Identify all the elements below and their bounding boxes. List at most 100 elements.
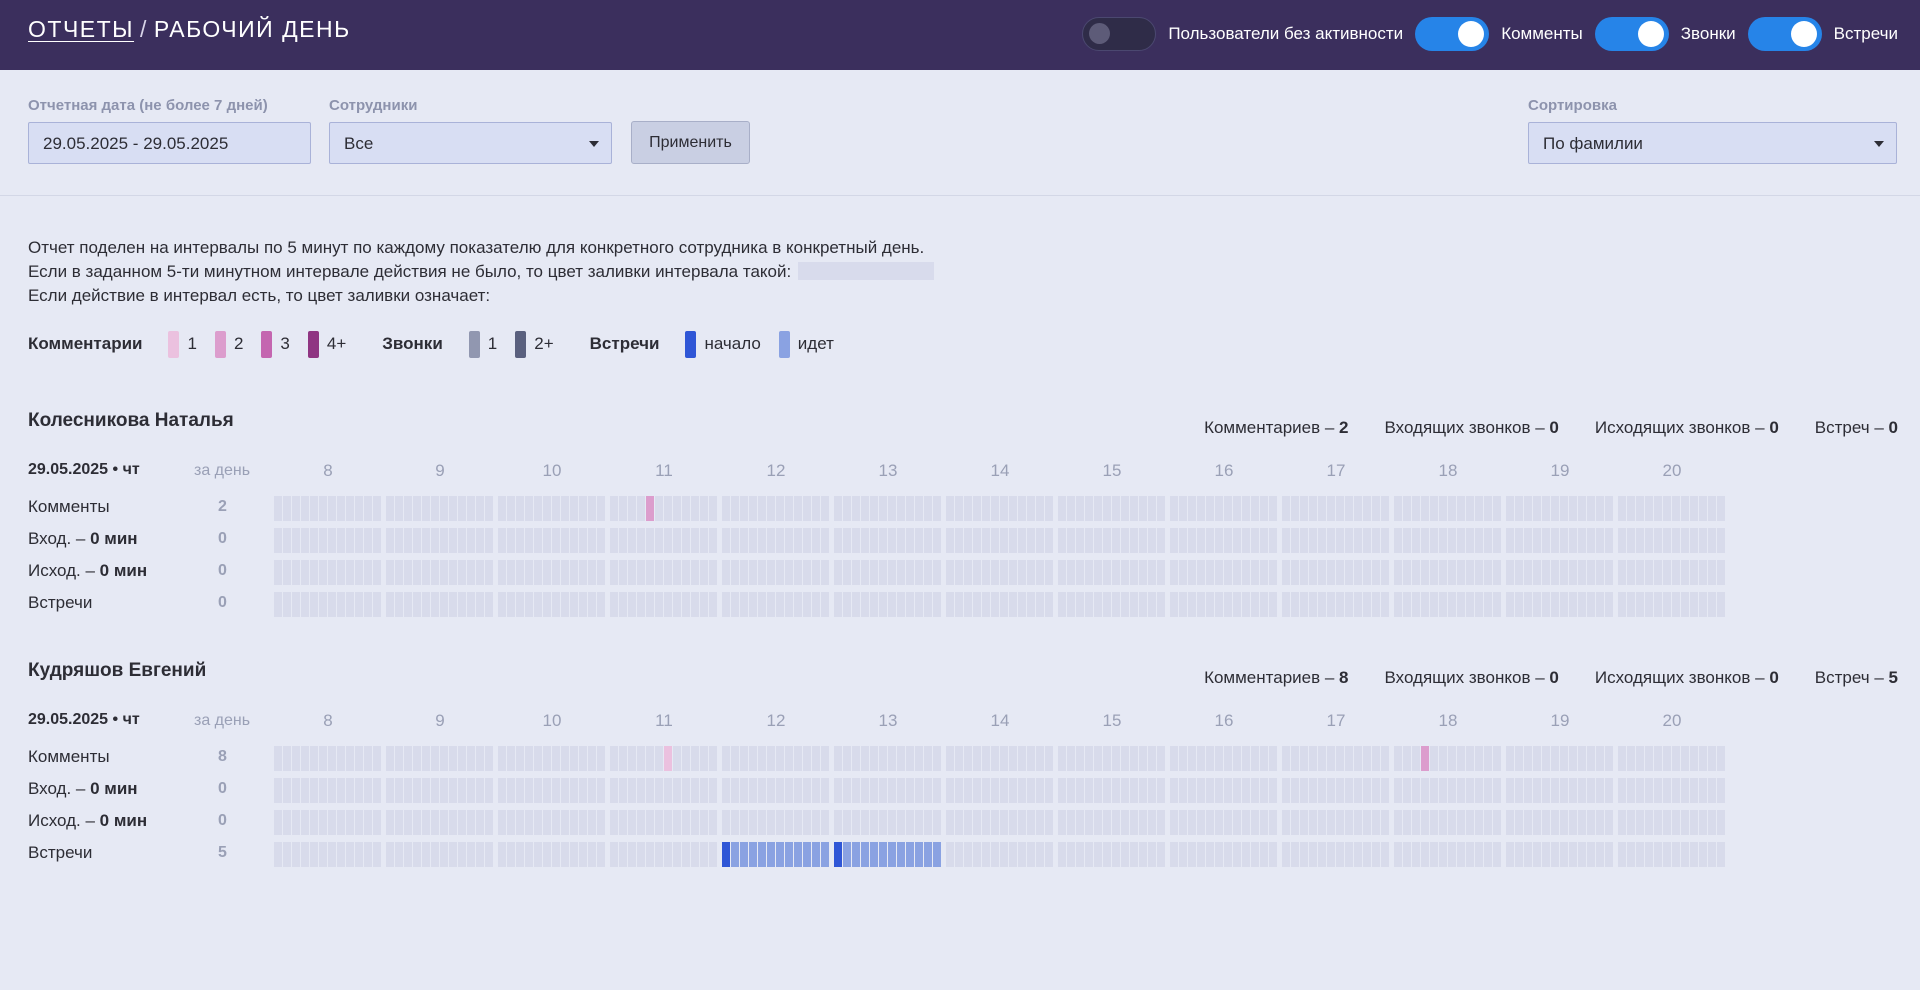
description-line-empty: Если в заданном 5-ти минутном интервале … xyxy=(28,260,934,284)
stat-item: Встреч – 0 xyxy=(1815,418,1898,438)
interval-cell xyxy=(395,778,403,803)
hour-group xyxy=(274,746,382,771)
interval-cell xyxy=(1690,778,1698,803)
interval-cell xyxy=(888,496,896,521)
interval-cell xyxy=(1233,528,1241,553)
toggle-switch[interactable] xyxy=(1747,17,1822,51)
toggle-switch[interactable] xyxy=(1594,17,1669,51)
apply-button[interactable]: Применить xyxy=(631,121,750,164)
interval-cell xyxy=(1421,778,1429,803)
stat-label: Встреч – xyxy=(1814,668,1884,687)
interval-cell xyxy=(946,746,954,771)
breadcrumb-reports-link[interactable]: ОТЧЕТЫ xyxy=(28,16,135,42)
interval-cell xyxy=(1067,746,1075,771)
interval-cell xyxy=(749,746,757,771)
interval-cell xyxy=(1381,496,1389,521)
interval-cell xyxy=(628,842,636,867)
interval-cell xyxy=(906,778,914,803)
interval-cell xyxy=(588,746,596,771)
interval-cell xyxy=(1009,560,1017,585)
interval-cell xyxy=(458,528,466,553)
interval-cell xyxy=(1381,560,1389,585)
toggle-switch[interactable] xyxy=(1082,17,1157,51)
toggle-label: Комменты xyxy=(1501,24,1583,43)
interval-cell xyxy=(843,496,851,521)
interval-cell xyxy=(579,592,587,617)
interval-cell xyxy=(1027,810,1035,835)
interval-cell xyxy=(664,560,672,585)
toggle-meetings[interactable]: Встречи xyxy=(1747,17,1898,51)
interval-cell xyxy=(467,810,475,835)
interval-cell xyxy=(1493,496,1501,521)
empty-interval-swatch xyxy=(797,262,934,280)
hour-group xyxy=(946,842,1054,867)
toggle-comments[interactable]: Комменты xyxy=(1415,17,1583,51)
interval-cell xyxy=(1215,592,1223,617)
interval-cell xyxy=(915,746,923,771)
interval-cell xyxy=(301,746,309,771)
hour-group xyxy=(1058,560,1166,585)
interval-cell xyxy=(1000,778,1008,803)
interval-cell xyxy=(1085,592,1093,617)
interval-cell xyxy=(722,810,730,835)
interval-cell xyxy=(740,810,748,835)
interval-cell xyxy=(364,810,372,835)
toggle-calls[interactable]: Звонки xyxy=(1594,17,1736,51)
interval-cell xyxy=(319,592,327,617)
toggle-inactive-users[interactable]: Пользователи без активности xyxy=(1082,17,1403,51)
interval-cell xyxy=(879,496,887,521)
interval-cell xyxy=(946,496,954,521)
interval-cell xyxy=(758,560,766,585)
interval-cell xyxy=(498,592,506,617)
interval-cell xyxy=(785,592,793,617)
stat-value: 8 xyxy=(1339,668,1349,687)
interval-cell xyxy=(1533,528,1541,553)
interval-cell xyxy=(794,778,802,803)
interval-cell xyxy=(1605,810,1613,835)
interval-cell xyxy=(346,560,354,585)
date-range-input[interactable]: 29.05.2025 - 29.05.2025 xyxy=(28,122,311,164)
interval-cell-active xyxy=(897,842,905,867)
interval-cell xyxy=(1188,810,1196,835)
interval-cell xyxy=(973,810,981,835)
interval-cell xyxy=(373,842,381,867)
interval-cell xyxy=(301,528,309,553)
interval-cell xyxy=(628,746,636,771)
interval-cell xyxy=(1251,496,1259,521)
interval-cell xyxy=(1542,842,1550,867)
interval-cell xyxy=(570,778,578,803)
interval-cell xyxy=(579,810,587,835)
interval-cell xyxy=(1139,842,1147,867)
sort-select[interactable]: По фамилии xyxy=(1528,122,1897,164)
interval-cell xyxy=(292,560,300,585)
toggle-switch[interactable] xyxy=(1415,17,1490,51)
hour-group xyxy=(274,842,382,867)
chevron-down-icon xyxy=(1874,141,1884,147)
row-label: Комменты xyxy=(28,497,110,516)
interval-cell xyxy=(1448,496,1456,521)
interval-cell xyxy=(1157,592,1165,617)
toggle-group: Пользователи без активности Комменты Зво… xyxy=(1070,17,1898,51)
interval-cell xyxy=(346,810,354,835)
hour-group xyxy=(498,528,606,553)
interval-cell xyxy=(628,560,636,585)
interval-cell xyxy=(319,528,327,553)
legend-item: идет xyxy=(778,330,834,358)
interval-cell xyxy=(1018,560,1026,585)
interval-cell xyxy=(346,528,354,553)
interval-cell xyxy=(1170,528,1178,553)
interval-cell xyxy=(1251,746,1259,771)
interval-cell xyxy=(386,496,394,521)
interval-cell xyxy=(888,778,896,803)
interval-cell xyxy=(1058,842,1066,867)
interval-cell xyxy=(485,842,493,867)
interval-cell xyxy=(1681,842,1689,867)
interval-cell xyxy=(843,778,851,803)
interval-cell xyxy=(982,810,990,835)
employees-select[interactable]: Все xyxy=(329,122,612,164)
interval-cell xyxy=(597,746,605,771)
interval-cell xyxy=(1112,842,1120,867)
hour-group xyxy=(722,842,830,867)
interval-cell xyxy=(1506,560,1514,585)
interval-cell xyxy=(879,560,887,585)
